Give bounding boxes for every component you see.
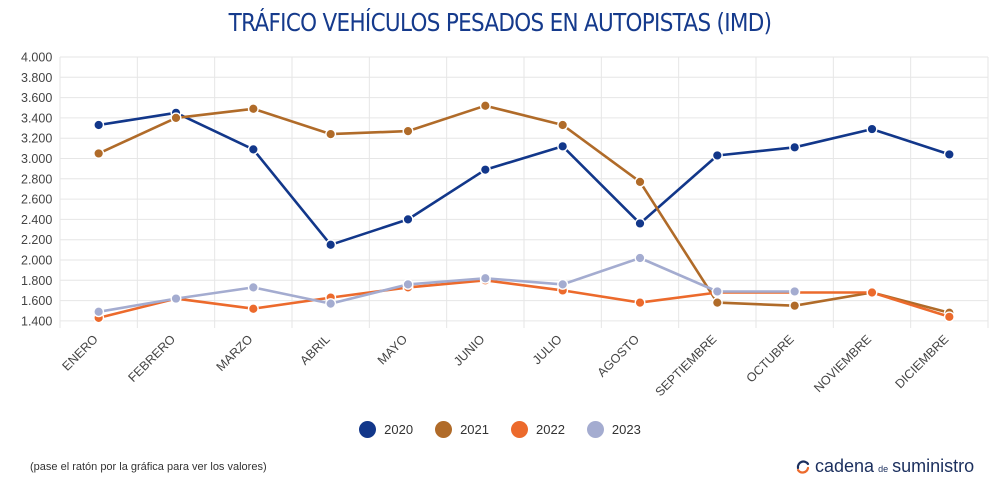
y-tick-label: 2.400 — [21, 213, 52, 227]
data-point[interactable] — [789, 285, 801, 297]
x-tick-label: JUNIO — [451, 332, 488, 369]
data-point[interactable] — [247, 303, 259, 315]
x-tick-label: ABRIL — [297, 332, 332, 367]
data-point[interactable] — [479, 272, 491, 284]
data-point[interactable] — [557, 278, 569, 290]
data-point[interactable] — [247, 143, 259, 155]
y-tick-label: 3.400 — [21, 111, 52, 125]
data-point[interactable] — [170, 293, 182, 305]
data-point[interactable] — [557, 119, 569, 131]
data-point[interactable] — [943, 311, 955, 323]
y-tick-label: 2.000 — [21, 253, 52, 267]
y-tick-label: 1.600 — [21, 294, 52, 308]
data-point[interactable] — [325, 239, 337, 251]
x-tick-label: ENERO — [59, 332, 101, 374]
x-tick-label: OCTUBRE — [744, 332, 797, 385]
x-tick-label: SEPTIEMBRE — [653, 332, 720, 399]
logo-icon — [796, 459, 810, 474]
series-line — [98, 279, 950, 320]
data-point[interactable] — [711, 149, 723, 161]
data-point[interactable] — [170, 112, 182, 124]
data-point[interactable] — [325, 298, 337, 310]
data-point[interactable] — [789, 300, 801, 312]
legend-swatch — [511, 421, 528, 438]
data-point[interactable] — [479, 164, 491, 176]
y-tick-label: 1.400 — [21, 314, 52, 328]
series-2023[interactable] — [93, 252, 801, 318]
x-tick-label: AGOSTO — [595, 332, 643, 380]
legend-label: 2023 — [611, 422, 641, 437]
legend-label: 2020 — [384, 422, 414, 437]
data-point[interactable] — [943, 148, 955, 160]
data-point[interactable] — [402, 125, 414, 137]
legend-item[interactable]: 2022 — [511, 421, 565, 438]
data-point[interactable] — [634, 252, 646, 264]
data-point[interactable] — [866, 123, 878, 135]
x-tick-label: FEBRERO — [125, 332, 178, 385]
data-point[interactable] — [93, 119, 105, 131]
chart-title: TRÁFICO VEHÍCULOS PESADOS EN AUTOPISTAS … — [228, 8, 772, 37]
y-tick-label: 3.600 — [21, 91, 52, 105]
data-point[interactable] — [789, 141, 801, 153]
series-line — [98, 256, 795, 314]
data-point[interactable] — [634, 176, 646, 188]
data-point[interactable] — [402, 278, 414, 290]
grid — [59, 56, 989, 328]
data-point[interactable] — [247, 103, 259, 115]
legend-item[interactable]: 2020 — [359, 421, 413, 438]
brand-logo[interactable]: cadena de suministro — [795, 456, 974, 477]
data-point[interactable] — [557, 140, 569, 152]
legend-swatch — [586, 421, 604, 438]
y-tick-label: 2.600 — [21, 193, 52, 207]
brand-word-2: de — [878, 464, 889, 474]
y-tick-label: 2.800 — [21, 172, 52, 186]
data-point[interactable] — [402, 213, 414, 225]
x-tick-label: MARZO — [214, 332, 256, 374]
legend-swatch — [435, 421, 453, 438]
x-tick-label: DICIEMBRE — [892, 332, 951, 391]
data-point[interactable] — [866, 286, 878, 298]
series-2022[interactable] — [93, 274, 955, 324]
series-line — [98, 111, 950, 247]
y-tick-label: 1.800 — [21, 274, 52, 288]
y-tick-label: 3.000 — [21, 152, 52, 166]
legend-label: 2021 — [460, 422, 489, 437]
legend-swatch — [359, 421, 377, 438]
x-tick-label: NOVIEMBRE — [811, 332, 874, 395]
legend-item[interactable]: 2023 — [586, 421, 641, 438]
data-point[interactable] — [93, 306, 105, 318]
y-tick-label: 3.200 — [21, 132, 52, 146]
data-point[interactable] — [247, 281, 259, 293]
data-point[interactable] — [93, 147, 105, 159]
data-point[interactable] — [634, 297, 646, 309]
y-tick-label: 2.200 — [21, 233, 52, 247]
legend-item[interactable]: 2021 — [435, 421, 489, 438]
data-point[interactable] — [325, 128, 337, 140]
data-point[interactable] — [711, 297, 723, 309]
brand-word-3: suministro — [892, 456, 975, 476]
brand-word-1: cadena — [815, 456, 875, 476]
x-tick-label: MAYO — [375, 332, 410, 367]
series-line — [98, 104, 950, 315]
legend: 2020 2021 2022 2023 — [0, 421, 1000, 438]
hover-note: (pase el ratón por la gráfica para ver l… — [30, 461, 267, 473]
y-tick-label: 3.800 — [21, 71, 52, 85]
data-point[interactable] — [711, 285, 723, 297]
data-point[interactable] — [634, 217, 646, 229]
data-point[interactable] — [479, 100, 491, 112]
legend-label: 2022 — [536, 422, 565, 437]
y-tick-label: 4.000 — [21, 51, 52, 65]
x-tick-label: JULIO — [530, 332, 565, 367]
